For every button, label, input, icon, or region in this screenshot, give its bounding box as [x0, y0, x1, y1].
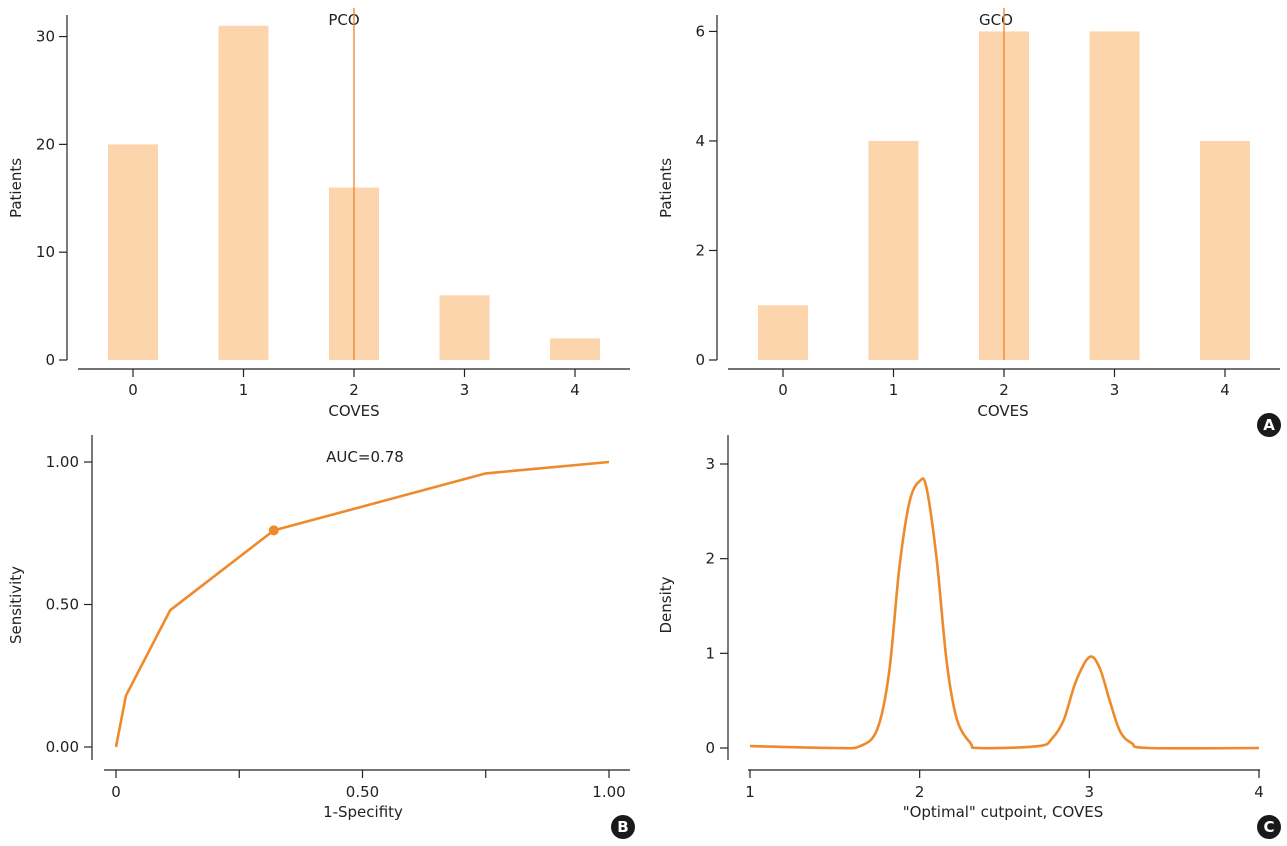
- badge-label: C: [1263, 818, 1274, 836]
- x-tick-label: 2: [915, 783, 925, 801]
- y-tick-label: 2: [705, 550, 715, 568]
- chart-title: PCO: [328, 11, 359, 29]
- optimal-point-marker: [268, 525, 279, 536]
- bar-group: [108, 25, 600, 360]
- x-tick-label: 0.50: [346, 783, 379, 801]
- x-ticks: 1 2 3 4: [745, 770, 1264, 801]
- x-tick-label: 4: [570, 381, 580, 399]
- x-tick-label: 3: [1110, 381, 1120, 399]
- y-axis-title: Patients: [657, 158, 675, 218]
- x-axis-title: COVES: [977, 402, 1028, 420]
- x-tick-label: 1: [745, 783, 755, 801]
- y-ticks: 0.00 0.50 1.00: [46, 453, 92, 756]
- y-tick-label: 0.00: [46, 738, 79, 756]
- y-tick-label: 3: [705, 455, 715, 473]
- x-tick-label: 1.00: [592, 783, 625, 801]
- x-tick-label: 4: [1220, 381, 1230, 399]
- x-tick-label: 2: [999, 381, 1009, 399]
- panel-badge-a: A: [1257, 413, 1281, 437]
- y-tick-label: 6: [695, 22, 705, 40]
- y-tick-label: 0: [45, 351, 55, 369]
- y-tick-label: 10: [36, 243, 55, 261]
- x-ticks: 0 0.50 1.00: [111, 770, 626, 801]
- bar-0: [108, 144, 158, 360]
- y-tick-label: 20: [36, 135, 55, 153]
- y-tick-label: 1.00: [46, 453, 79, 471]
- y-axis-title: Sensitivity: [7, 566, 25, 644]
- y-ticks: 0 2 4 6: [695, 22, 717, 369]
- x-ticks: 0 1 2 3 4: [128, 369, 580, 399]
- x-axis-title: COVES: [328, 402, 379, 420]
- x-tick-label: 1: [239, 381, 249, 399]
- x-tick-label: 4: [1254, 783, 1264, 801]
- panel-badge-b: B: [611, 815, 635, 839]
- x-tick-label: 1: [889, 381, 899, 399]
- y-ticks: 0 1 2 3: [705, 455, 728, 757]
- x-tick-label: 0: [111, 783, 121, 801]
- x-tick-label: 0: [128, 381, 138, 399]
- bar-3: [439, 295, 490, 360]
- bar-0: [758, 305, 808, 360]
- bar-4: [550, 338, 600, 360]
- density-line: [749, 477, 1260, 750]
- x-ticks: 0 1 2 3 4: [778, 369, 1230, 399]
- gco-histogram-panel: GCO 0 2 4 6 0 1 2 3 4 COVES Patients A: [657, 8, 1281, 437]
- y-tick-label: 1: [705, 644, 715, 662]
- y-tick-label: 0: [695, 351, 705, 369]
- y-tick-label: 2: [695, 241, 705, 259]
- x-tick-label: 3: [460, 381, 470, 399]
- y-axis-title: Density: [657, 576, 675, 633]
- x-tick-label: 3: [1085, 783, 1095, 801]
- x-axis-title: "Optimal" cutpoint, COVES: [903, 803, 1104, 821]
- y-tick-label: 4: [695, 132, 705, 150]
- x-tick-label: 0: [778, 381, 788, 399]
- x-axis-title: 1-Specifity: [323, 803, 403, 821]
- badge-circle: [1257, 413, 1281, 437]
- roc-curve-panel: AUC=0.78 0.00 0.50 1.00 0 0.50 1.00 1-Specif…: [7, 435, 635, 839]
- roc-line: [114, 460, 610, 748]
- y-tick-label: 30: [36, 28, 55, 46]
- x-tick-label: 2: [349, 381, 359, 399]
- y-ticks: 0 10 20 30: [36, 28, 67, 369]
- badge-label: B: [617, 818, 628, 836]
- y-tick-label: 0.50: [46, 596, 79, 614]
- y-axis-title: Patients: [7, 158, 25, 218]
- badge-circle: [1257, 815, 1281, 839]
- badge-circle: [611, 815, 635, 839]
- auc-label: AUC=0.78: [326, 448, 404, 466]
- panel-badge-c: C: [1257, 815, 1281, 839]
- bar-1: [868, 140, 919, 360]
- density-panel: 0 1 2 3 1 2 3 4 "Optimal" cutpoint, COVES Dens…: [657, 435, 1281, 839]
- bar-4: [1200, 140, 1250, 360]
- chart-title: GCO: [979, 11, 1013, 29]
- bar-3: [1089, 31, 1140, 361]
- badge-label: A: [1263, 416, 1275, 434]
- y-tick-label: 0: [705, 739, 715, 757]
- pco-histogram-panel: PCO 0 10 20 30 0 1 2 3 4 COVES Patients: [7, 8, 630, 420]
- bar-1: [218, 25, 269, 360]
